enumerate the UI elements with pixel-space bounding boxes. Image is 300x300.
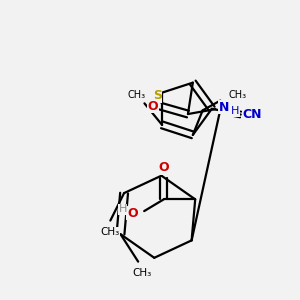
Text: CH₃: CH₃ — [133, 268, 152, 278]
Text: CN: CN — [243, 108, 262, 121]
Text: CH₃: CH₃ — [128, 91, 146, 100]
Text: H: H — [231, 106, 239, 116]
Text: H: H — [118, 204, 127, 214]
Text: O: O — [127, 207, 138, 220]
Text: O: O — [158, 161, 169, 174]
Text: S: S — [153, 89, 162, 102]
Text: CH₃: CH₃ — [101, 227, 120, 237]
Text: CH₃: CH₃ — [228, 90, 246, 100]
Text: N: N — [219, 101, 230, 114]
Text: O: O — [147, 100, 158, 113]
